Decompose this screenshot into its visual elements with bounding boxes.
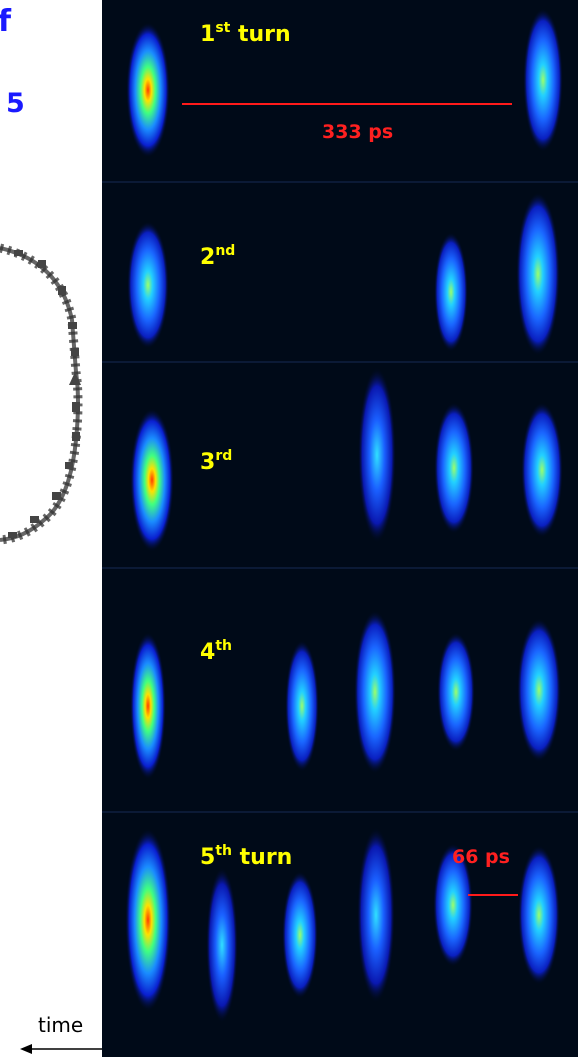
streak-image-background [102, 0, 578, 1057]
time-arrow-icon [20, 1044, 102, 1054]
time-axis-label: time [38, 1013, 84, 1037]
turn-1-label: 1st turn [200, 20, 291, 47]
turn-5-streaks [125, 827, 560, 1023]
turn-3-streaks [130, 367, 563, 552]
scale-bar-66ps [468, 894, 518, 896]
storage-ring-diagram [0, 243, 83, 545]
scale-bar-66ps-label: 66 ps [452, 846, 510, 868]
turn-1-streaks [126, 8, 563, 158]
left-panel: f 5 time [0, 0, 102, 1057]
turn-4-streaks [130, 610, 561, 780]
streak-camera-image: 1st turn 2nd 3rd 4th 5th turn 333 ps 66 … [102, 0, 578, 1057]
turn-2-label: 2nd [200, 243, 236, 270]
turn-5-label: 5th turn [200, 843, 293, 870]
turn-3-label: 3rd [200, 448, 233, 475]
turn-2-streaks [127, 192, 560, 356]
turn-4-label: 4th [200, 638, 232, 665]
title-fragment: f [0, 4, 12, 39]
title-fragment-number: 5 [6, 88, 25, 119]
scale-bar-333ps-label: 333 ps [322, 121, 394, 143]
scale-bar-333ps [182, 103, 512, 105]
